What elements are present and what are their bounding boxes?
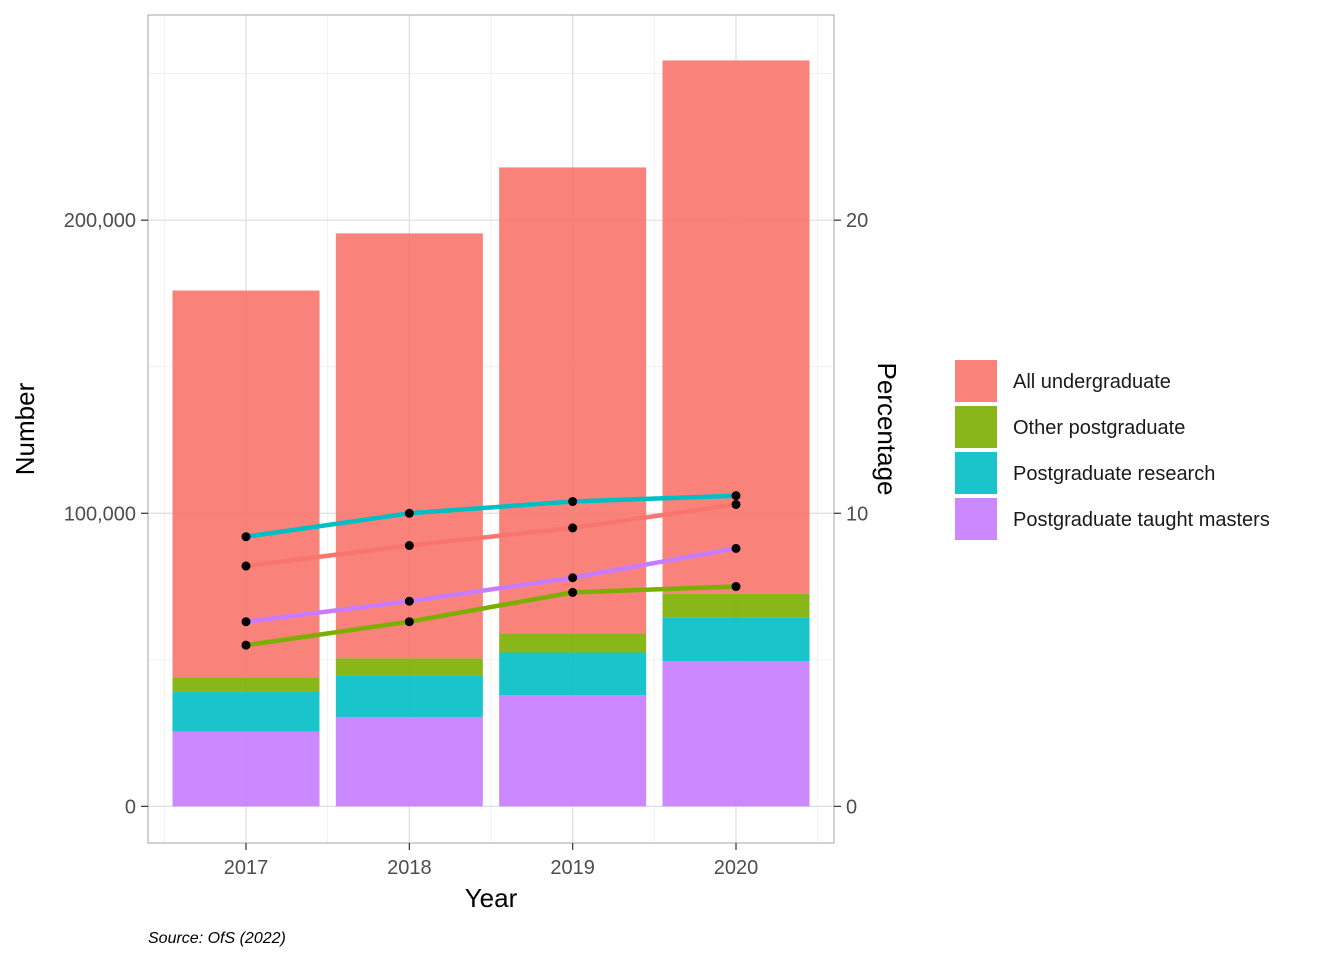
point-postgraduate-taught-masters-2020	[731, 543, 741, 553]
y-tick-label: 200,000	[64, 210, 136, 232]
y-axis-title: Number	[10, 382, 40, 475]
x-tick-label: 2017	[224, 857, 269, 879]
y-tick-label: 100,000	[64, 503, 136, 525]
bar-postgraduate-taught-masters-2020	[662, 661, 810, 807]
point-postgraduate-taught-masters-2019	[568, 573, 578, 583]
x-axis-title: Year	[465, 883, 518, 913]
point-postgraduate-taught-masters-2017	[241, 617, 251, 627]
bar-all-undergraduate-2017	[172, 290, 320, 678]
bar-other-postgraduate-2020	[662, 593, 810, 618]
bar-postgraduate-research-2017	[172, 692, 320, 732]
bar-all-undergraduate-2019	[499, 167, 647, 634]
bar-all-undergraduate-2018	[335, 233, 483, 659]
bar-postgraduate-taught-masters-2018	[335, 716, 483, 807]
y2-tick-label: 10	[846, 503, 868, 525]
x-tick-label: 2018	[387, 857, 432, 879]
y2-axis-title: Percentage	[872, 363, 902, 496]
bar-other-postgraduate-2017	[172, 677, 320, 693]
line-other-postgraduate	[243, 584, 739, 648]
bar-postgraduate-research-2019	[499, 652, 647, 695]
legend-key-all-undergraduate	[955, 360, 997, 402]
legend-label: Postgraduate research	[1013, 463, 1215, 485]
y-tick-label: 0	[125, 796, 136, 818]
line-all-undergraduate	[243, 502, 739, 569]
point-postgraduate-research-2017	[241, 532, 251, 542]
bar-postgraduate-research-2020	[662, 617, 810, 662]
percentage-lines	[243, 493, 739, 648]
point-postgraduate-research-2019	[568, 497, 578, 507]
legend: All undergraduate Other postgraduate Postg…	[955, 360, 1270, 540]
bar-other-postgraduate-2019	[499, 633, 647, 653]
legend-key-postgraduate-research	[955, 452, 997, 494]
bar-postgraduate-taught-masters-2019	[499, 694, 647, 807]
point-postgraduate-taught-masters-2018	[404, 596, 414, 606]
bar-postgraduate-research-2018	[335, 675, 483, 717]
point-all-undergraduate-2019	[568, 523, 578, 533]
legend-label: Other postgraduate	[1013, 417, 1185, 439]
line-postgraduate-taught-masters	[243, 546, 739, 624]
stacked-bars	[172, 60, 810, 807]
source-caption: Source: OfS (2022)	[148, 930, 286, 947]
legend-label: All undergraduate	[1013, 371, 1171, 393]
line-postgraduate-research	[243, 493, 739, 539]
legend-key-postgraduate-taught-masters	[955, 498, 997, 540]
percentage-points	[241, 491, 741, 650]
point-all-undergraduate-2018	[404, 541, 414, 551]
bar-postgraduate-taught-masters-2017	[172, 731, 320, 807]
legend-key-other-postgraduate	[955, 406, 997, 448]
point-postgraduate-research-2018	[404, 508, 414, 518]
point-all-undergraduate-2017	[241, 561, 251, 571]
point-postgraduate-research-2020	[731, 491, 741, 501]
point-other-postgraduate-2020	[731, 582, 741, 592]
point-other-postgraduate-2017	[241, 640, 251, 650]
legend-label: Postgraduate taught masters	[1013, 509, 1270, 531]
point-other-postgraduate-2018	[404, 617, 414, 627]
axes: 0 100,000 200,000 0 10 20 2017 2018 2019 2020	[64, 210, 869, 879]
x-tick-label: 2019	[550, 857, 595, 879]
x-tick-label: 2020	[714, 857, 759, 879]
y2-tick-label: 20	[846, 210, 868, 232]
point-all-undergraduate-2020	[731, 499, 741, 509]
y2-tick-label: 0	[846, 796, 857, 818]
bar-other-postgraduate-2018	[335, 658, 483, 676]
plot-border	[147, 14, 835, 844]
point-other-postgraduate-2019	[568, 587, 578, 597]
